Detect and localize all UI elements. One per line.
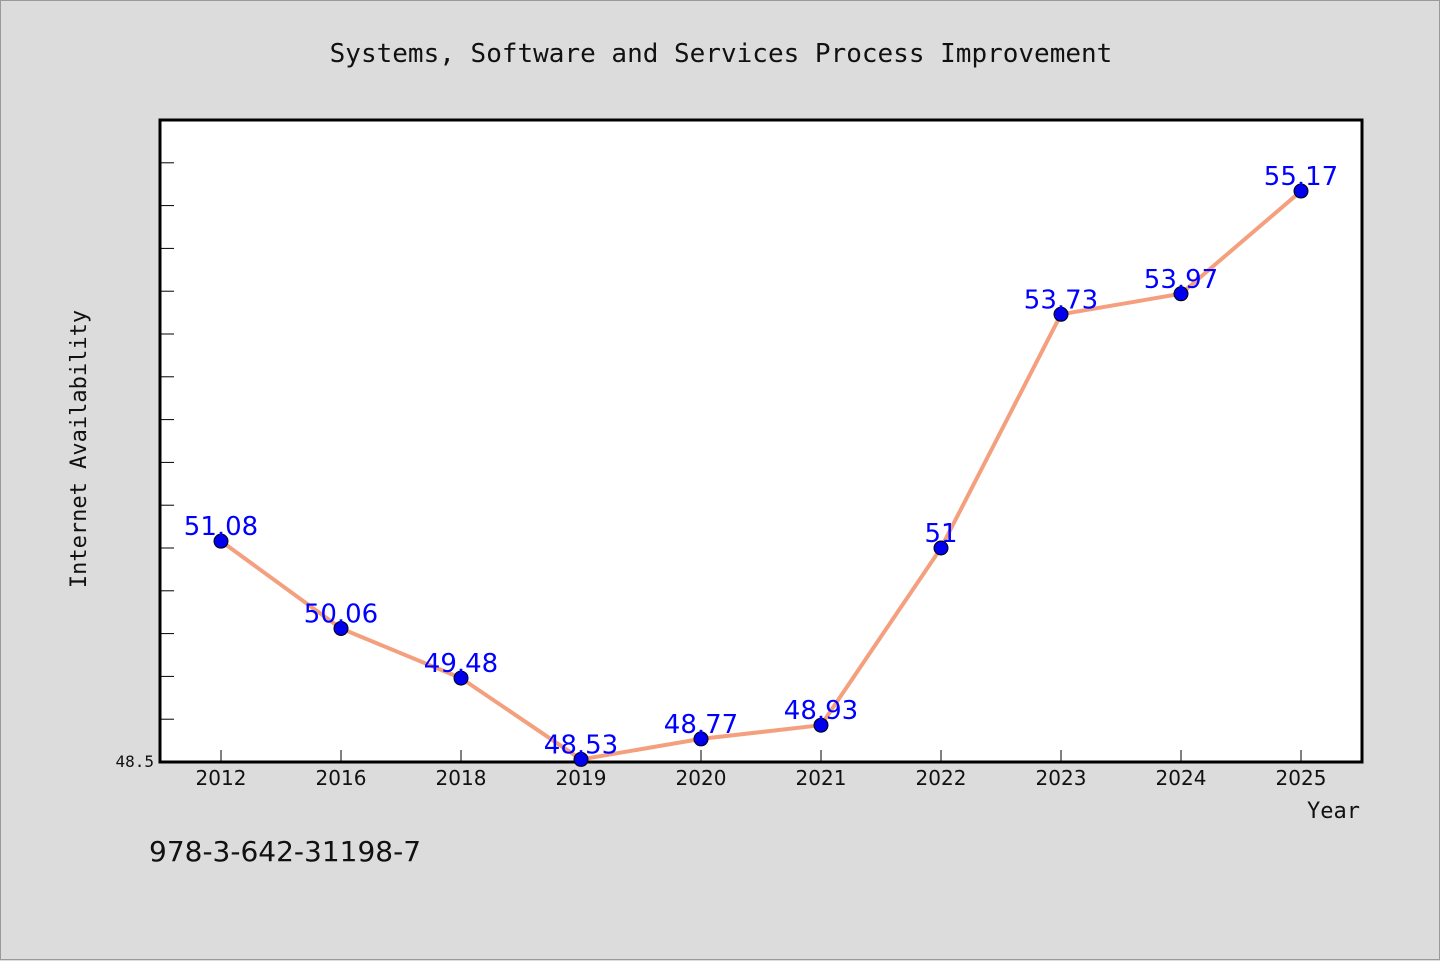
data-point [813, 717, 829, 733]
data-point [933, 540, 949, 556]
data-label: 53.97 [1144, 265, 1218, 295]
data-label: 48.93 [784, 696, 858, 726]
data-markers [213, 183, 1309, 767]
x-tick-label: 2019 [556, 766, 607, 790]
data-point [1293, 183, 1309, 199]
data-label: 51 [924, 519, 957, 549]
data-label: 48.53 [544, 730, 618, 760]
data-point [1053, 306, 1069, 322]
isbn-text: 978-3-642-31198-7 [149, 835, 422, 868]
data-point [1173, 286, 1189, 302]
data-label: 50.06 [304, 599, 378, 629]
data-point [573, 751, 589, 767]
x-axis-ticks [220, 750, 1302, 762]
data-label: 49.48 [424, 649, 498, 679]
data-label: 48.77 [664, 710, 738, 740]
x-tick-label: 2016 [316, 766, 367, 790]
x-tick-labels: 2012 2016 2018 2019 2020 2021 2022 2023 2024 2025 [196, 766, 1327, 790]
data-point [213, 533, 229, 549]
data-labels: 51.08 50.06 49.48 48.53 48.77 48.93 51 53.73 53.… [184, 162, 1338, 760]
y-tick-label-min: 48.5 [115, 752, 154, 771]
x-tick-label: 2018 [436, 766, 487, 790]
x-tick-label: 2022 [916, 766, 967, 790]
data-point [693, 731, 709, 747]
data-label: 55.17 [1264, 162, 1338, 192]
plot-area [158, 118, 1364, 764]
y-axis-ticks [160, 119, 174, 763]
y-axis-label: Internet Availability [67, 310, 92, 588]
x-tick-label: 2012 [196, 766, 247, 790]
data-point [453, 670, 469, 686]
data-label: 51.08 [184, 512, 258, 542]
x-axis-label: Year [1307, 799, 1360, 824]
x-tick-label: 2020 [676, 766, 727, 790]
x-tick-label: 2025 [1276, 766, 1327, 790]
x-tick-label: 2023 [1036, 766, 1087, 790]
data-point [333, 620, 349, 636]
x-tick-label: 2021 [796, 766, 847, 790]
x-tick-label: 2024 [1156, 766, 1207, 790]
chart-title: Systems, Software and Services Process I… [330, 39, 1113, 69]
series-line [219, 189, 1303, 762]
data-label: 53.73 [1024, 285, 1098, 315]
